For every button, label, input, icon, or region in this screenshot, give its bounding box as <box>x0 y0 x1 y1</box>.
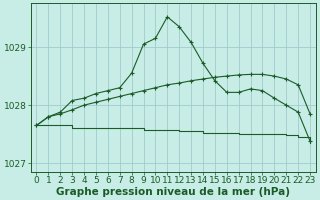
X-axis label: Graphe pression niveau de la mer (hPa): Graphe pression niveau de la mer (hPa) <box>56 187 290 197</box>
